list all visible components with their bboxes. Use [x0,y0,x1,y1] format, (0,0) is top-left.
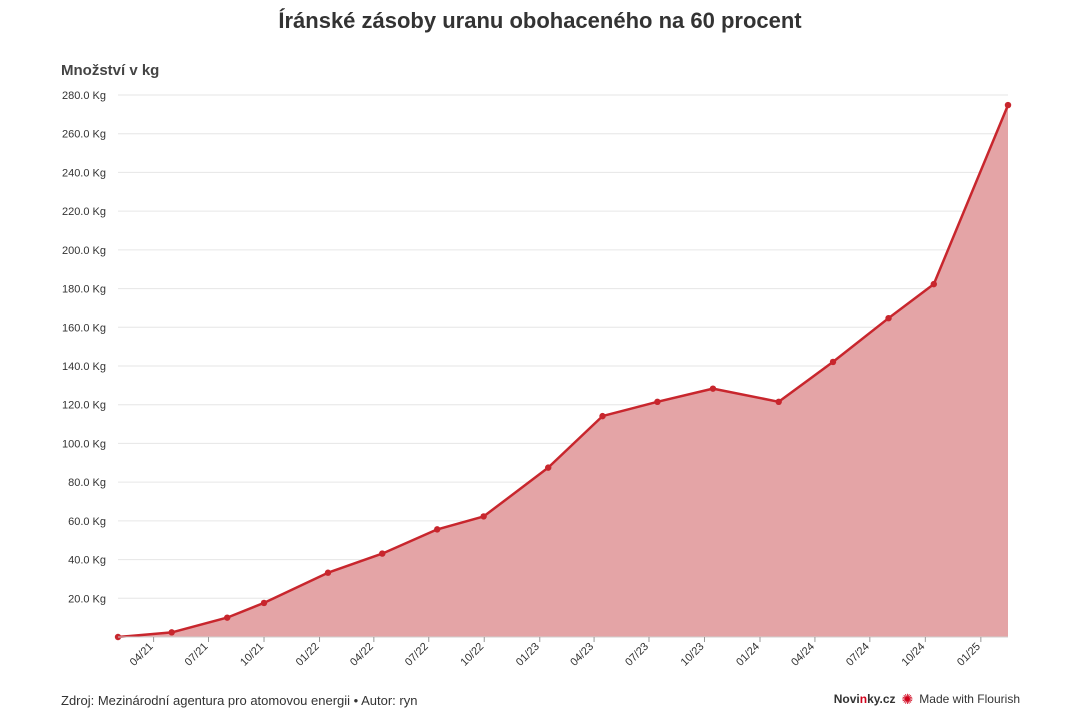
y-tick-label: 80.0 Kg [68,477,106,489]
y-tick-label: 60.0 Kg [68,516,106,528]
data-point[interactable] [433,526,441,533]
data-point[interactable] [709,385,717,392]
source-note: Zdroj: Mezinárodní agentura pro atomovou… [61,693,418,708]
y-tick-label: 120.0 Kg [62,400,106,412]
x-tick-label: 01/25 [955,641,983,669]
data-point[interactable] [654,398,661,406]
x-tick-label: 10/23 [679,641,707,669]
data-point[interactable] [885,314,892,322]
y-axis-ticks: 20.0 Kg 40.0 Kg 60.0 Kg 80.0 Kg 100.0 Kg 120.… [62,90,106,605]
y-tick-label: 100.0 Kg [62,438,106,450]
data-point[interactable] [930,280,937,288]
data-point[interactable] [379,550,386,557]
x-tick-label: 07/21 [183,641,211,669]
x-tick-label: 04/21 [128,641,156,669]
data-point[interactable] [260,599,268,607]
x-axis-ticks: 04/21 07/21 10/21 01/22 04/22 07/22 10/22 01/23… [128,637,983,669]
data-point[interactable] [324,569,332,576]
x-tick-label: 10/21 [238,641,266,669]
data-point[interactable] [224,614,231,621]
x-tick-label: 07/23 [623,641,651,669]
data-point[interactable] [1004,101,1012,109]
y-tick-label: 20.0 Kg [68,593,106,605]
data-points [114,101,1012,641]
x-tick-label: 01/23 [514,641,542,669]
y-tick-label: 240.0 Kg [62,167,106,179]
flourish-icon: ✺ [901,691,914,707]
data-point[interactable] [480,513,487,520]
x-tick-label: 04/23 [568,641,596,669]
y-tick-label: 260.0 Kg [62,129,106,141]
x-tick-label: 10/22 [458,641,486,669]
area-chart: 20.0 Kg 40.0 Kg 60.0 Kg 80.0 Kg 100.0 Kg 120.… [62,90,1012,669]
x-tick-label: 01/22 [294,641,322,669]
y-axis-label: Množství v kg [61,62,160,79]
y-tick-label: 200.0 Kg [62,245,106,257]
y-tick-label: 280.0 Kg [62,90,106,102]
x-tick-label: 10/24 [900,641,928,669]
y-tick-label: 160.0 Kg [62,322,106,334]
x-tick-label: 07/24 [844,641,872,669]
y-tick-label: 140.0 Kg [62,361,106,373]
y-tick-label: 40.0 Kg [68,555,106,567]
x-tick-label: 04/22 [348,641,376,669]
data-point[interactable] [168,629,175,636]
y-tick-label: 180.0 Kg [62,284,106,296]
area-fill [118,105,1008,638]
x-tick-label: 01/24 [734,641,762,669]
chart-title: Íránské zásoby uranu obohaceného na 60 p… [278,8,802,33]
data-point[interactable] [545,464,552,471]
data-point[interactable] [775,398,782,406]
flourish-link[interactable]: Made with Flourish [919,692,1020,706]
x-tick-label: 04/24 [789,641,817,669]
novinky-logo[interactable]: Novinky.cz [833,692,896,706]
x-tick-label: 07/22 [403,641,431,669]
data-point[interactable] [829,358,837,366]
y-tick-label: 220.0 Kg [62,206,106,218]
data-point[interactable] [599,412,606,420]
brand-area: Novinky.cz ✺ Made with Flourish [834,692,1020,706]
